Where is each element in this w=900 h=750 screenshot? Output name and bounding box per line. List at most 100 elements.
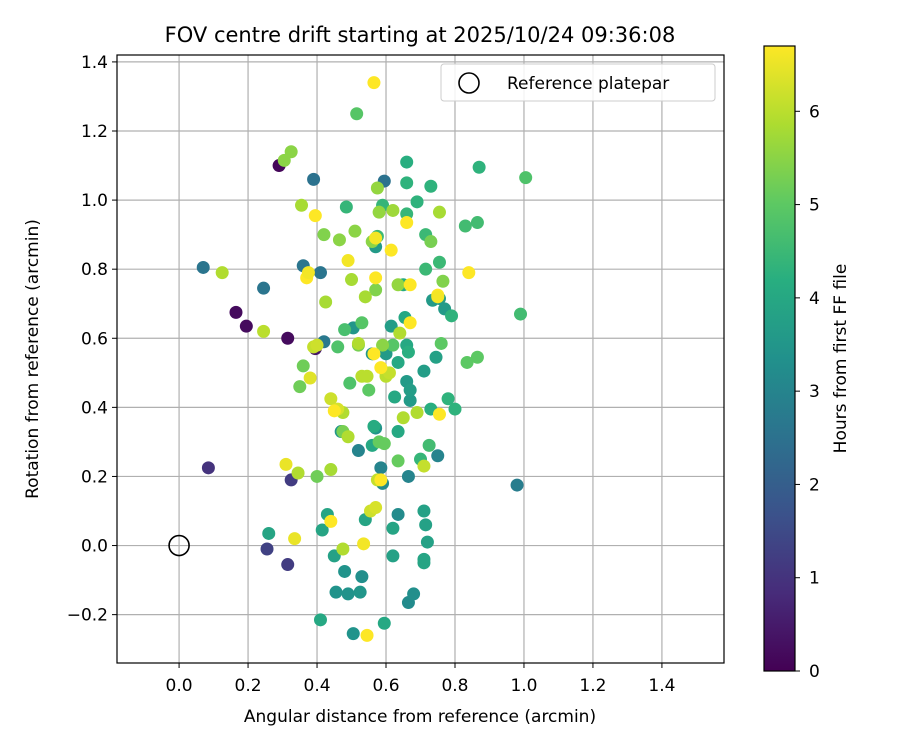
colorbar-tick-label: 2 — [809, 475, 820, 495]
y-tick-label: 1.0 — [81, 191, 108, 211]
data-point — [417, 459, 431, 473]
data-point — [377, 616, 391, 630]
data-point — [310, 338, 324, 352]
data-point — [346, 627, 360, 641]
data-point — [384, 243, 398, 257]
data-point — [331, 340, 345, 354]
data-point — [410, 195, 424, 209]
x-tick-label: 0.2 — [235, 676, 262, 696]
data-point — [332, 233, 346, 247]
data-point — [260, 542, 274, 556]
data-point — [257, 281, 271, 295]
data-point — [324, 463, 338, 477]
data-point — [519, 171, 533, 185]
data-point — [284, 145, 298, 159]
data-point — [329, 585, 343, 599]
data-point — [422, 438, 436, 452]
data-point — [338, 564, 352, 578]
data-point — [403, 383, 417, 397]
colorbar-ticks: 0 1 2 3 4 5 6 — [795, 102, 820, 682]
data-point — [301, 266, 315, 280]
data-point — [386, 338, 400, 352]
data-point — [388, 390, 402, 404]
data-point — [369, 283, 383, 297]
colorbar-tick-label: 0 — [809, 662, 820, 682]
data-point — [514, 307, 528, 321]
data-point — [472, 160, 486, 174]
grid — [117, 55, 724, 663]
data-point — [431, 290, 445, 304]
data-point — [386, 521, 400, 535]
colorbar-label: Hours from first FF file — [831, 264, 851, 454]
data-point — [369, 271, 383, 285]
data-point — [403, 316, 417, 330]
data-point — [355, 316, 369, 330]
data-point — [351, 444, 365, 458]
data-point — [391, 425, 405, 439]
data-point — [281, 331, 295, 345]
data-point — [401, 345, 415, 359]
data-point — [308, 209, 322, 223]
data-point — [386, 549, 400, 563]
data-point — [370, 181, 384, 195]
x-tick-label: 0.6 — [372, 676, 399, 696]
data-point — [419, 518, 433, 532]
data-points — [196, 76, 533, 642]
data-point — [279, 457, 293, 471]
y-axis-ticks: −0.2 0.0 0.2 0.4 0.6 0.8 1.0 1.2 1.4 — [67, 53, 117, 626]
data-point — [445, 309, 459, 323]
data-point — [424, 179, 438, 193]
data-point — [400, 216, 414, 230]
data-point — [431, 449, 445, 463]
data-point — [369, 231, 383, 245]
reference-platepar-marker — [168, 534, 190, 557]
data-point — [369, 501, 383, 515]
data-point — [350, 107, 364, 121]
legend-label: Reference platepar — [507, 74, 669, 94]
y-tick-label: 1.4 — [81, 53, 108, 73]
data-point — [262, 526, 276, 540]
x-tick-label: 1.4 — [648, 676, 675, 696]
data-point — [386, 203, 400, 217]
data-point — [239, 319, 253, 333]
data-point — [313, 613, 327, 627]
colorbar-tick-label: 3 — [809, 382, 820, 402]
y-axis-label: Rotation from reference (arcmin) — [23, 219, 43, 499]
legend-box — [440, 63, 716, 102]
data-point — [303, 371, 317, 385]
data-point — [341, 587, 355, 601]
data-point — [313, 266, 327, 280]
data-point — [420, 535, 434, 549]
data-point — [403, 278, 417, 292]
colorbar-tick-label: 1 — [809, 569, 820, 589]
data-point — [434, 336, 448, 350]
data-point — [462, 266, 476, 280]
data-point — [441, 392, 455, 406]
data-point — [277, 153, 291, 167]
data-point — [215, 266, 229, 280]
data-point — [432, 205, 446, 219]
chart-title: FOV centre drift starting at 2025/10/24 … — [165, 23, 676, 47]
data-point — [448, 402, 462, 416]
plot-frame — [116, 54, 725, 664]
data-point — [417, 556, 431, 570]
data-point — [357, 537, 371, 551]
legend-marker — [458, 72, 480, 94]
data-point — [355, 570, 369, 584]
x-tick-label: 1.0 — [510, 676, 537, 696]
x-tick-label: 0.0 — [166, 676, 193, 696]
y-tick-label: 0.0 — [81, 537, 108, 557]
data-point — [307, 172, 321, 186]
data-point — [360, 369, 374, 383]
data-point — [393, 326, 407, 340]
colorbar-tick-label: 6 — [809, 102, 820, 122]
data-point — [296, 359, 310, 373]
data-point — [338, 323, 352, 337]
colorbar-tick-label: 4 — [809, 289, 820, 309]
data-point — [374, 461, 388, 475]
x-tick-label: 1.2 — [579, 676, 606, 696]
data-point — [401, 469, 415, 483]
y-tick-label: 0.6 — [81, 329, 108, 349]
data-point — [339, 200, 353, 214]
